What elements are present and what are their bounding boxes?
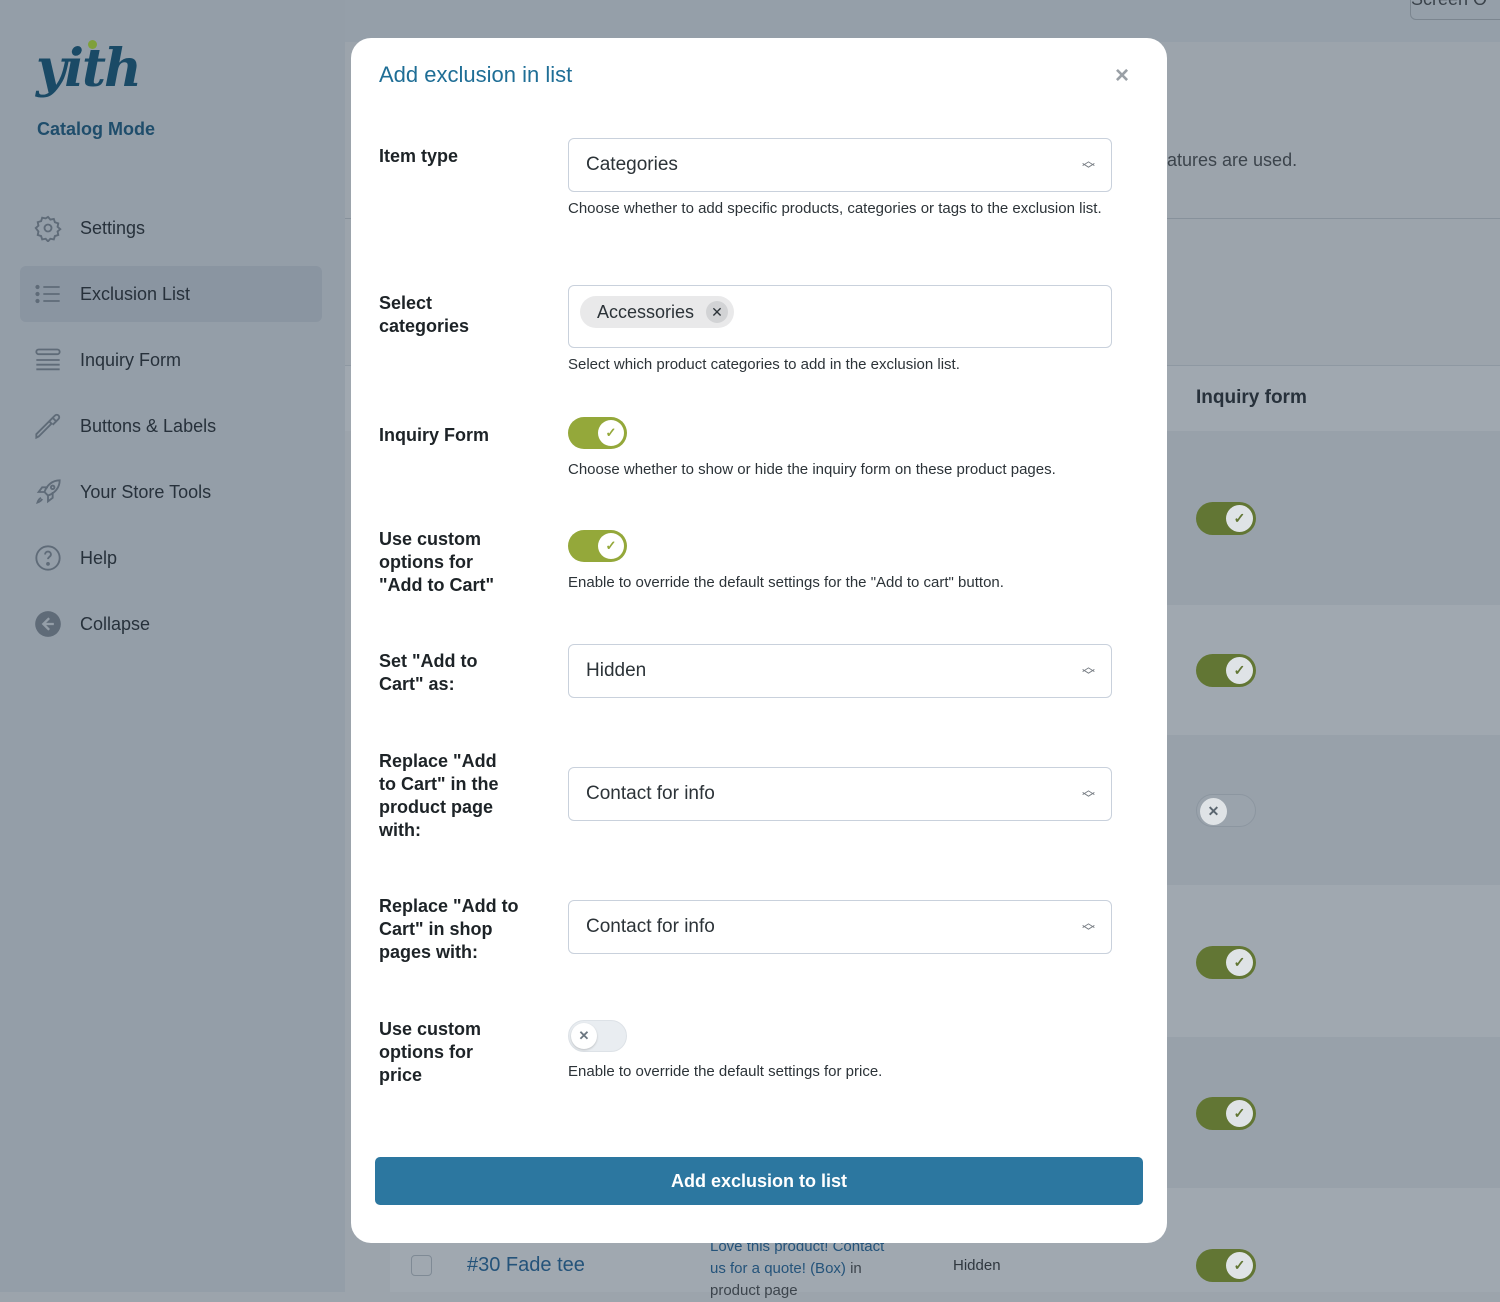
select-value: Categories [586, 154, 678, 175]
row-inquiry-toggle[interactable]: ✓ [1196, 946, 1256, 979]
logo-dot [88, 40, 97, 49]
sidebar-item-label: Inquiry Form [80, 349, 182, 370]
select-value: Contact for info [586, 783, 715, 804]
row-inquiry-toggle[interactable]: ✕ [1196, 794, 1256, 827]
category-chip: Accessories ✕ [580, 296, 735, 328]
row-inquiry-toggle[interactable]: ✓ [1196, 654, 1256, 687]
sidebar-item-label: Your Store Tools [80, 481, 212, 502]
label-link[interactable]: us for a quote! (Box) [710, 1260, 846, 1277]
column-inquiry-form: Inquiry form [1196, 387, 1307, 408]
select-categories-label: Select categories [379, 293, 470, 336]
list-icon [35, 284, 60, 304]
item-type-help: Choose whether to add specific products,… [568, 200, 1102, 217]
check-icon: ✓ [1226, 1252, 1253, 1279]
row-checkbox[interactable] [411, 1255, 432, 1276]
check-icon: ✓ [598, 533, 624, 559]
sidebar-item-label: Exclusion List [80, 283, 191, 304]
label-text: product page [710, 1282, 798, 1299]
sidebar-item-exclusion-list[interactable]: Exclusion List [20, 266, 322, 322]
replace-shop-select[interactable]: Contact for info ︿ ﹀ [568, 900, 1112, 954]
replace-product-label: Replace "Add to Cart" in the product pag… [379, 751, 499, 840]
item-type-select[interactable]: Categories ︿ ﹀ [568, 138, 1112, 192]
sidebar-item-label: Settings [80, 217, 146, 238]
sidebar-item-inquiry-form[interactable]: Inquiry Form [20, 332, 322, 388]
sidebar-item-label: Collapse [80, 613, 151, 634]
check-icon: ✓ [1226, 505, 1253, 532]
chevron-updown-icon: ︿ ﹀ [1081, 153, 1095, 177]
replace-shop-label: Replace "Add to Cart" in shop pages with… [379, 896, 519, 962]
label-text: in [845, 1260, 862, 1277]
custom-add-to-cart-toggle[interactable]: ✓ [568, 530, 627, 562]
check-icon: ✓ [1226, 949, 1253, 976]
arrow-left-circle-icon [35, 611, 61, 637]
chip-label: Accessories [597, 301, 695, 322]
check-icon: ✓ [1226, 1100, 1253, 1127]
custom-add-to-cart-label: Use custom options for "Add to Cart" [379, 529, 495, 595]
remove-chip-icon[interactable]: ✕ [706, 301, 729, 323]
row-label-text: Love this product! Contact us for a quot… [710, 1236, 930, 1302]
plugin-name: Catalog Mode [37, 119, 156, 139]
sidebar-item-help[interactable]: Help [20, 530, 322, 586]
chevron-updown-icon: ︿ ﹀ [1081, 782, 1095, 806]
eyedropper-icon [35, 413, 61, 440]
chevron-updown-icon: ︿ ﹀ [1081, 915, 1095, 939]
add-exclusion-button[interactable]: Add exclusion to list [375, 1157, 1143, 1205]
gear-icon [34, 215, 62, 242]
check-icon: ✓ [598, 420, 624, 446]
custom-add-to-cart-help: Enable to override the default settings … [568, 574, 1004, 591]
add-exclusion-modal: Add exclusion in list × Item type Catego… [351, 38, 1167, 1243]
page-description: atures are used. [1167, 150, 1298, 170]
form-icon [35, 348, 61, 371]
row-inquiry-toggle[interactable]: ✓ [1196, 1249, 1256, 1282]
custom-price-label: Use custom options for price [379, 1019, 482, 1085]
top-bar [345, 0, 1500, 42]
categories-input[interactable]: Accessories ✕ [568, 285, 1112, 348]
set-add-to-cart-label: Set "Add to Cart" as: [379, 651, 478, 694]
select-value: Hidden [586, 660, 647, 681]
select-value: Contact for info [586, 916, 715, 937]
help-icon [35, 545, 61, 571]
sidebar-item-settings[interactable]: Settings [20, 200, 322, 256]
close-icon[interactable]: × [1115, 62, 1130, 89]
inquiry-form-toggle[interactable]: ✓ [568, 417, 627, 449]
row-inquiry-toggle[interactable]: ✓ [1196, 502, 1256, 535]
custom-price-help: Enable to override the default settings … [568, 1063, 883, 1080]
screen-options-button[interactable]: Screen O [1410, 0, 1500, 20]
inquiry-form-help: Choose whether to show or hide the inqui… [568, 461, 1056, 478]
x-icon: ✕ [1200, 798, 1227, 825]
row-status: Hidden [953, 1257, 1001, 1274]
sidebar-item-collapse[interactable]: Collapse [20, 596, 322, 652]
sidebar-item-label: Help [80, 547, 118, 568]
sidebar: yith Catalog Mode Settings Exclusion Lis… [0, 0, 345, 1292]
x-icon: ✕ [571, 1023, 597, 1049]
row-product-link[interactable]: #30 Fade tee [467, 1254, 585, 1276]
rocket-icon [36, 479, 61, 504]
sidebar-item-label: Buttons & Labels [80, 415, 217, 436]
item-type-label: Item type [379, 146, 459, 166]
replace-product-select[interactable]: Contact for info ︿ ﹀ [568, 767, 1112, 821]
chevron-updown-icon: ︿ ﹀ [1081, 659, 1095, 683]
sidebar-item-buttons-labels[interactable]: Buttons & Labels [20, 398, 322, 454]
custom-price-toggle[interactable]: ✕ [568, 1020, 627, 1052]
check-icon: ✓ [1226, 657, 1253, 684]
select-categories-help: Select which product categories to add i… [568, 356, 960, 373]
row-inquiry-toggle[interactable]: ✓ [1196, 1097, 1256, 1130]
sidebar-item-store-tools[interactable]: Your Store Tools [20, 464, 322, 520]
inquiry-form-label: Inquiry Form [379, 425, 490, 445]
modal-title: Add exclusion in list [379, 62, 573, 87]
set-add-to-cart-select[interactable]: Hidden ︿ ﹀ [568, 644, 1112, 698]
